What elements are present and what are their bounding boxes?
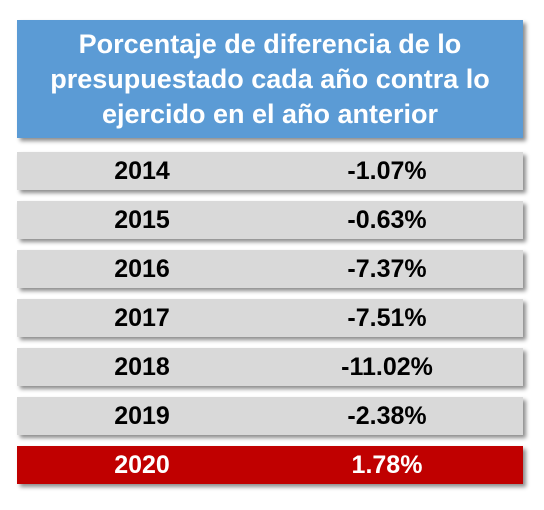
- year-cell: 2020: [114, 450, 170, 479]
- value-cell: 1.78%: [351, 450, 423, 479]
- value-cell: -1.07%: [347, 156, 427, 185]
- table-row-2018: 2018 -11.02%: [17, 348, 523, 386]
- table-row-2019: 2019 -2.38%: [17, 397, 523, 435]
- year-cell: 2015: [114, 205, 170, 234]
- value-cell: -7.37%: [347, 254, 427, 283]
- value-cell: -7.51%: [347, 303, 427, 332]
- table-row-2017: 2017 -7.51%: [17, 299, 523, 337]
- value-cell: -0.63%: [347, 205, 427, 234]
- table-row-2016: 2016 -7.37%: [17, 250, 523, 288]
- data-table: Porcentaje de diferencia de lo presupues…: [17, 20, 523, 495]
- year-cell: 2018: [114, 352, 170, 381]
- value-cell: -2.38%: [347, 401, 427, 430]
- table-header: Porcentaje de diferencia de lo presupues…: [17, 20, 523, 138]
- table-row-2020: 2020 1.78%: [17, 446, 523, 484]
- table-row-2015: 2015 -0.63%: [17, 201, 523, 239]
- year-cell: 2019: [114, 401, 170, 430]
- year-cell: 2016: [114, 254, 170, 283]
- table-title: Porcentaje de diferencia de lo presupues…: [50, 28, 490, 129]
- year-cell: 2017: [114, 303, 170, 332]
- year-cell: 2014: [114, 156, 170, 185]
- value-cell: -11.02%: [341, 352, 433, 381]
- table-row-2014: 2014 -1.07%: [17, 152, 523, 190]
- table-body: 2014 -1.07% 2015 -0.63% 2016 -7.37% 2017…: [17, 152, 523, 484]
